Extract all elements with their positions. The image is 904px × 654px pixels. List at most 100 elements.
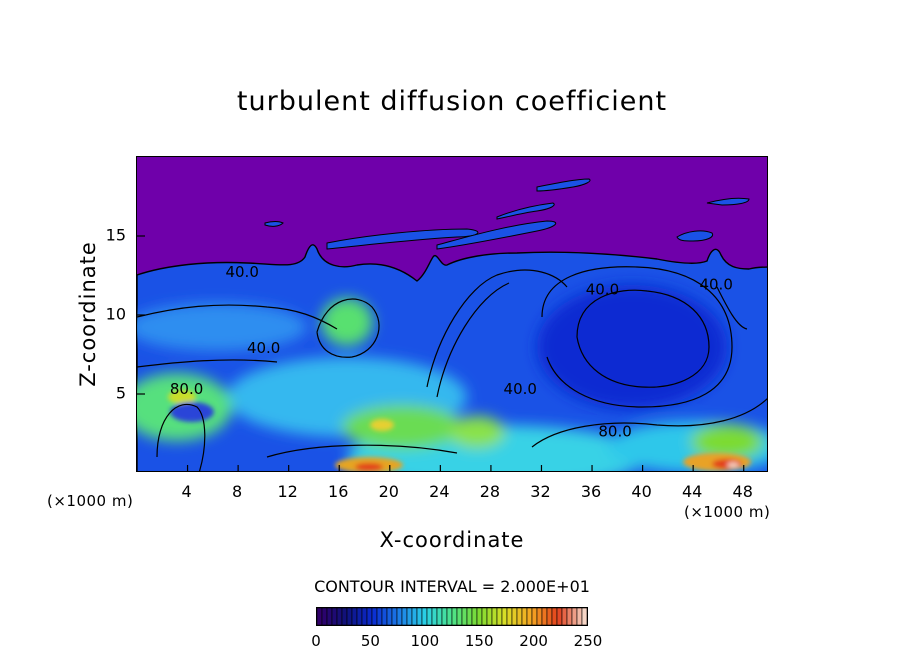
colorbar-swatch xyxy=(581,608,587,625)
colorbar-swatch xyxy=(436,608,443,625)
contour-right-bottom xyxy=(531,397,767,448)
colorbar-tick-label: 250 xyxy=(573,632,603,650)
large-eddy-core xyxy=(537,285,727,409)
x-tick-label: 16 xyxy=(328,482,349,501)
colorbar-swatch xyxy=(501,608,508,625)
light-band-left xyxy=(137,303,307,351)
colorbar-tick-label: 200 xyxy=(519,632,548,650)
colorbar-swatch xyxy=(341,608,348,625)
colorbar-swatch xyxy=(431,608,438,625)
x-tick-label: 48 xyxy=(732,482,753,501)
colorbar-swatch xyxy=(406,608,413,625)
wisp-2 xyxy=(436,220,557,250)
contour-value-label: 80.0 xyxy=(598,423,631,441)
colorbar-swatch xyxy=(471,608,478,625)
colorbar-swatch xyxy=(526,608,533,625)
contour-eddy-inner xyxy=(576,289,710,388)
colorbar-swatch xyxy=(376,608,383,625)
colorbar-swatches xyxy=(317,608,587,625)
colorbar-swatch xyxy=(511,608,518,625)
colorbar-swatch xyxy=(391,608,398,625)
x-tick-label: 32 xyxy=(530,482,551,501)
contour-interval-text: CONTOUR INTERVAL = 2.000E+01 xyxy=(314,577,590,596)
x-tick-label: 44 xyxy=(681,482,703,501)
x-tick-label: 12 xyxy=(277,482,298,501)
green-region-center xyxy=(342,405,462,449)
colorbar-swatch xyxy=(536,608,543,625)
colorbar-swatch xyxy=(546,608,553,625)
contour-eddy-outer xyxy=(541,266,733,408)
y-tick-label: 15 xyxy=(105,225,126,245)
hot-spot-20km-core xyxy=(355,463,383,471)
colorbar-swatch xyxy=(336,608,343,625)
colorbar-swatch xyxy=(446,608,453,625)
colorbar-swatch xyxy=(356,608,363,625)
colorbar-swatch xyxy=(571,608,578,625)
contour-small-eddy xyxy=(316,298,380,358)
colorbar-swatch xyxy=(506,608,513,625)
colorbar xyxy=(316,607,588,626)
colorbar-swatch xyxy=(351,608,358,625)
colorbar-swatch xyxy=(346,608,353,625)
contour-right-upper xyxy=(716,286,748,330)
colorbar-tick-label: 150 xyxy=(464,632,494,650)
contour-left-bottom xyxy=(156,403,206,471)
x-tick-label: 24 xyxy=(429,482,450,501)
x-tick-label: 36 xyxy=(580,482,602,501)
contour-diagonal-streak xyxy=(426,269,568,388)
yellow-spot-left xyxy=(168,390,196,404)
colorbar-swatch xyxy=(476,608,483,625)
colorbar-swatch xyxy=(556,608,563,625)
colorbar-swatch xyxy=(516,608,523,625)
colorbar-swatch xyxy=(531,608,538,625)
contour-labels: 40.0 40.0 80.0 40.0 40.0 80.0 40.0 xyxy=(170,263,733,441)
contour-lines xyxy=(137,266,767,471)
contour-value-label: 40.0 xyxy=(225,263,258,281)
colorbar-swatch xyxy=(576,608,583,625)
plot-area: 40.0 40.0 80.0 40.0 40.0 80.0 40.0 xyxy=(136,156,768,472)
chart-title: turbulent diffusion coefficient xyxy=(236,86,668,117)
colorbar-swatch xyxy=(481,608,488,625)
x-tick-label: 20 xyxy=(378,482,399,501)
colorbar-swatch xyxy=(411,608,418,625)
y-axis-label: Z-coordinate xyxy=(76,241,100,387)
hot-spot-46km-peak xyxy=(727,462,739,468)
upper-wisps xyxy=(264,178,750,250)
colorbar-swatch xyxy=(566,608,573,625)
x-tick-label: 4 xyxy=(181,482,192,501)
contour-diagonal-streak-2 xyxy=(436,282,510,398)
contour-bottom-center xyxy=(266,444,458,458)
colorbar-swatch xyxy=(486,608,493,625)
colorbar-swatch xyxy=(441,608,448,625)
colorbar-swatch xyxy=(466,608,473,625)
wisp-3 xyxy=(496,202,555,220)
colorbar-swatch xyxy=(491,608,498,625)
yellow-spot-center xyxy=(370,419,394,431)
contour-value-label: 40.0 xyxy=(586,280,619,298)
colorbar-swatch xyxy=(381,608,388,625)
contour-value-label: 40.0 xyxy=(699,276,732,294)
colorbar-tick-label: 100 xyxy=(410,632,440,650)
colorbar-swatch xyxy=(426,608,433,625)
contour-value-label: 40.0 xyxy=(247,339,280,357)
green-region-center-right xyxy=(449,416,505,448)
x-axis-label: X-coordinate xyxy=(379,528,525,552)
colorbar-swatch xyxy=(421,608,428,625)
x-tick-label: 8 xyxy=(232,482,243,501)
colorbar-swatch xyxy=(326,608,333,625)
colorbar-swatch xyxy=(521,608,528,625)
colorbar-swatch xyxy=(317,608,323,625)
wisp-5 xyxy=(676,230,714,242)
colorbar-swatch xyxy=(541,608,548,625)
colorbar-swatch xyxy=(461,608,468,625)
y-tick-label: 10 xyxy=(105,304,126,324)
colorbar-swatch xyxy=(371,608,378,625)
wisp-4 xyxy=(536,178,591,192)
colorbar-swatch xyxy=(416,608,423,625)
colorbar-swatch xyxy=(551,608,558,625)
colorbar-swatch xyxy=(361,608,368,625)
x-unit-right: (×1000 m) xyxy=(684,503,771,521)
x-unit-left: (×1000 m) xyxy=(47,492,134,510)
colorbar-swatch xyxy=(366,608,373,625)
contour-value-label: 80.0 xyxy=(170,380,203,398)
